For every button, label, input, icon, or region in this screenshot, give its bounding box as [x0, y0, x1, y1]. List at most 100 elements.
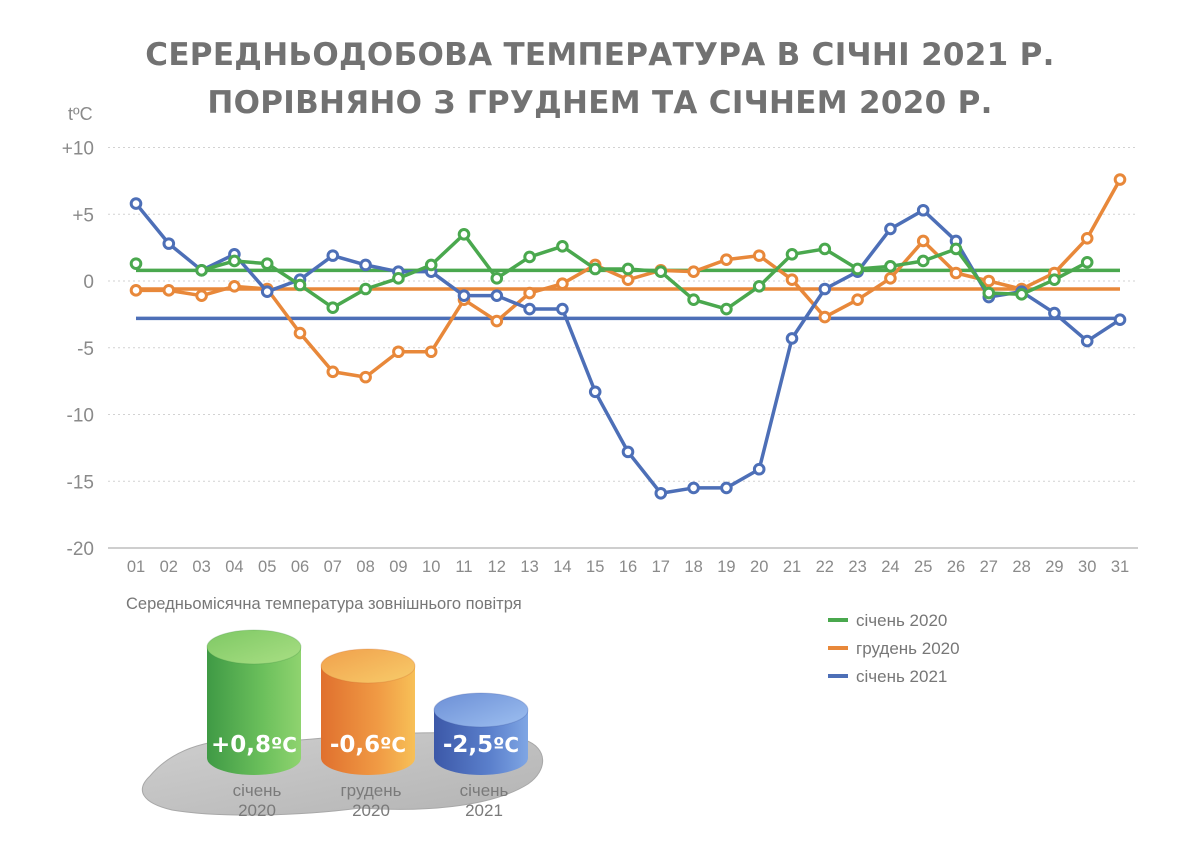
x-tick-label: 10	[422, 558, 440, 576]
x-tick-label: 11	[455, 558, 472, 576]
data-point	[490, 289, 504, 302]
data-point	[129, 197, 143, 210]
data-point	[818, 310, 832, 324]
data-point	[884, 260, 897, 273]
cylinder-value-number: +0,8	[211, 732, 271, 758]
data-point	[621, 262, 635, 276]
x-tick-label: 08	[356, 558, 374, 576]
data-point	[687, 265, 700, 278]
data-point	[1080, 334, 1094, 348]
x-tick-label: 31	[1111, 558, 1129, 576]
data-point	[162, 237, 176, 250]
data-point	[588, 385, 602, 399]
data-point	[523, 286, 536, 300]
data-point	[1113, 313, 1127, 327]
data-point	[260, 285, 274, 298]
cylinder-year: 2020	[238, 801, 276, 820]
cylinder-top	[433, 692, 529, 728]
x-tick-label: 01	[127, 558, 145, 576]
data-point	[556, 277, 569, 290]
data-point	[851, 293, 864, 306]
data-point	[720, 253, 733, 266]
y-tick-label: -20	[67, 539, 94, 560]
series-line	[201, 232, 1089, 311]
x-tick-label: 18	[684, 558, 702, 576]
data-point	[293, 278, 307, 292]
cylinder-body	[207, 647, 301, 775]
x-tick-label: 22	[816, 558, 834, 576]
data-point	[884, 272, 897, 285]
cylinder-body	[434, 710, 528, 775]
data-point	[162, 284, 176, 297]
data-point	[1048, 306, 1061, 320]
y-tick-label: 0	[83, 272, 94, 293]
data-point	[621, 445, 635, 459]
data-point	[818, 242, 832, 256]
legend-label: січень 2021	[856, 667, 947, 686]
cylinder-value: +0,8ºC	[211, 732, 297, 758]
data-point	[1048, 273, 1061, 286]
x-tick-label: 24	[881, 558, 899, 576]
data-point	[949, 266, 963, 280]
data-point	[720, 302, 733, 316]
cylinder-value-unit: ºC	[380, 733, 406, 757]
cylinder-name: січень	[460, 781, 509, 800]
x-tick-label: 16	[619, 558, 637, 576]
x-tick-label: 21	[783, 558, 801, 576]
data-point	[424, 345, 438, 359]
data-point	[326, 301, 340, 315]
monthly-average-caption: Середньомісячна температура зовнішнього …	[126, 595, 522, 613]
x-tick-label: 06	[291, 558, 309, 576]
y-axis-ticks: +10 +5 0 -5 -10 -15 -20	[62, 139, 94, 561]
data-point	[424, 258, 438, 272]
x-tick-label: 05	[258, 558, 276, 576]
data-point	[752, 249, 766, 262]
data-point	[457, 289, 471, 302]
cylinder-year: 2020	[352, 801, 390, 820]
data-point	[1080, 231, 1094, 245]
data-point	[392, 345, 405, 359]
data-point	[359, 258, 372, 272]
chart-title-line-1: СЕРЕДНЬОДОБОВА ТЕМПЕРАТУРА В СІЧНІ 2021 …	[145, 37, 1055, 73]
data-point	[752, 462, 766, 476]
data-point	[490, 272, 504, 285]
data-point	[1113, 173, 1127, 186]
data-point	[523, 302, 536, 316]
x-tick-label: 30	[1078, 558, 1096, 576]
data-point	[851, 262, 864, 276]
x-tick-label: 17	[652, 558, 670, 576]
data-point	[621, 273, 635, 286]
x-tick-label: 13	[520, 558, 538, 576]
x-tick-label: 07	[324, 558, 342, 576]
data-point	[982, 286, 996, 300]
x-tick-label: 03	[192, 558, 210, 576]
y-tick-label: -15	[67, 472, 94, 493]
data-point	[326, 365, 340, 379]
data-point	[392, 272, 405, 285]
data-point	[752, 280, 766, 293]
data-point	[490, 314, 504, 328]
data-point	[687, 293, 700, 306]
cylinder-top	[320, 648, 416, 684]
data-point	[228, 280, 241, 293]
data-point	[916, 203, 930, 217]
cylinder-value: -0,6ºC	[330, 732, 406, 758]
data-point	[195, 289, 208, 302]
x-tick-label: 28	[1012, 558, 1030, 576]
x-tick-label: 19	[717, 558, 735, 576]
x-tick-label: 25	[914, 558, 932, 576]
data-point	[1080, 256, 1094, 269]
data-point	[785, 273, 799, 286]
monthly-average-cylinders: +0,8ºCсічень2020-0,6ºCгрудень2020-2,5ºCс…	[206, 629, 529, 820]
data-point	[785, 248, 799, 261]
data-point	[457, 227, 471, 241]
y-axis-label: tºC	[68, 104, 93, 124]
data-point	[129, 257, 143, 270]
cylinder-value-unit: ºC	[493, 733, 519, 757]
cylinder-name: грудень	[340, 781, 401, 800]
data-point	[556, 239, 569, 253]
cylinder-name: січень	[233, 781, 282, 800]
